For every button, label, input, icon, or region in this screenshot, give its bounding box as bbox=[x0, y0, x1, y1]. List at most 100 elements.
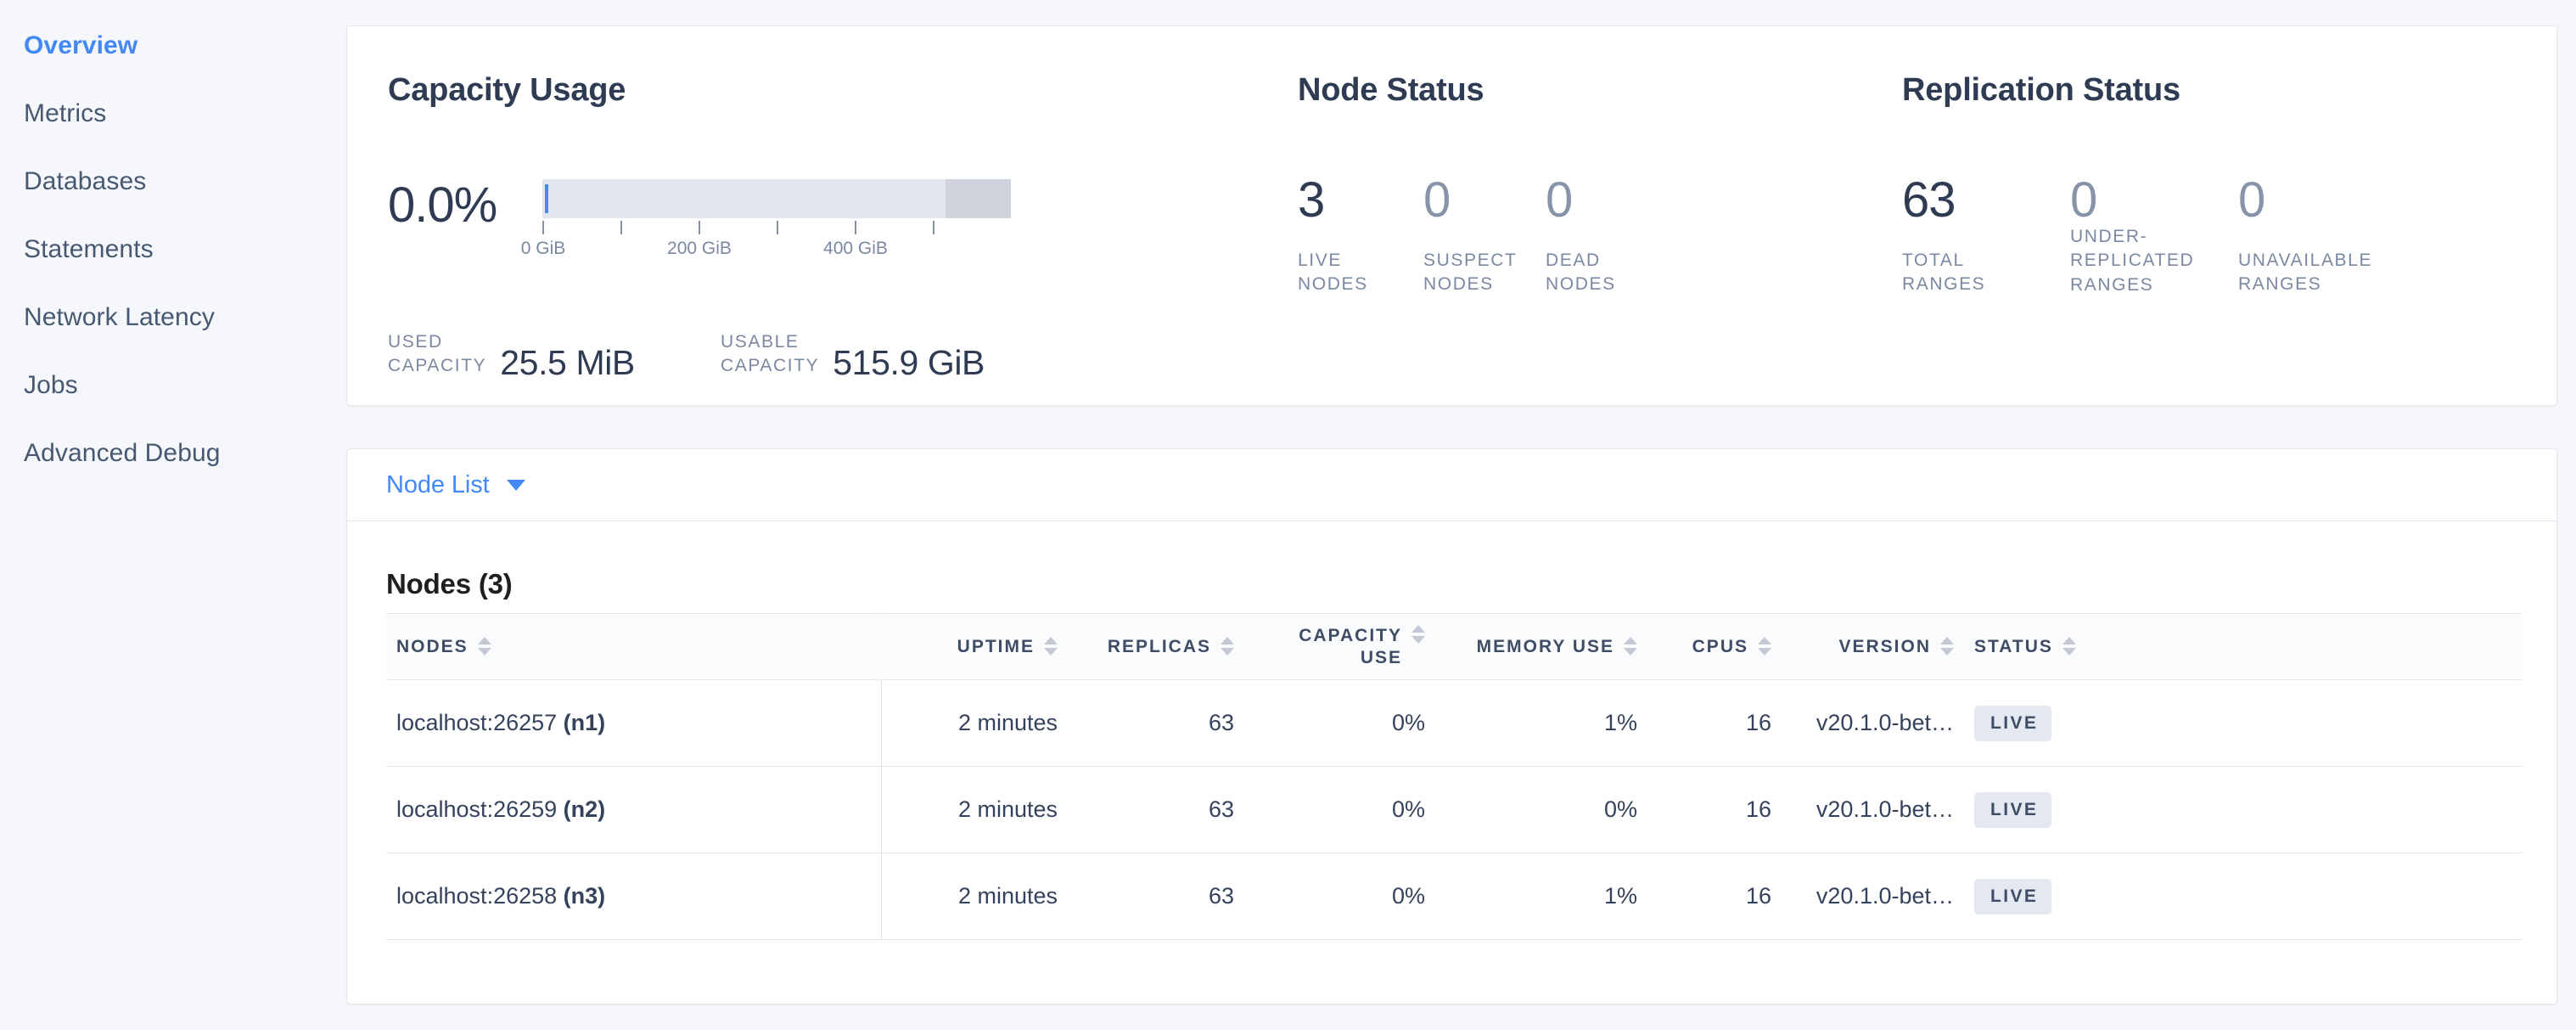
capacity-use-cell: 0% bbox=[1391, 796, 1425, 822]
node-status-title: Node Status bbox=[1298, 72, 1484, 108]
column-header-label: UPTIME bbox=[957, 636, 1035, 656]
node-address-cell: localhost:26259 (n2) bbox=[386, 766, 882, 853]
column-header-uptime[interactable]: UPTIME bbox=[881, 614, 1068, 680]
under-replicated-ranges-label: UNDER- REPLICATED RANGES bbox=[2070, 227, 2195, 295]
sidebar-item-metrics[interactable]: Metrics bbox=[0, 80, 346, 148]
sidebar-item-label: Advanced Debug bbox=[24, 439, 221, 467]
uptime-cell: 2 minutes bbox=[957, 883, 1058, 909]
node-list-dropdown-label: Node List bbox=[386, 470, 490, 498]
sidebar-item-network-latency[interactable]: Network Latency bbox=[0, 284, 346, 352]
total-ranges-value: 63 bbox=[1902, 172, 1956, 228]
sort-icon[interactable] bbox=[1044, 637, 1058, 656]
column-header-replicas[interactable]: REPLICAS bbox=[1068, 614, 1244, 680]
capacity-use-cell: 0% bbox=[1391, 883, 1425, 909]
node-host: localhost:26258 bbox=[396, 883, 558, 909]
column-header-label: CAPACITY USE bbox=[1299, 625, 1402, 667]
node-list-dropdown[interactable]: Node List bbox=[386, 471, 525, 499]
capacity-use-cell: 0% bbox=[1391, 710, 1425, 735]
axis-tick-label: 200 GiB bbox=[667, 239, 732, 258]
node-id: (n2) bbox=[563, 796, 606, 822]
sort-icon[interactable] bbox=[1940, 637, 1954, 656]
capacity-usage-title: Capacity Usage bbox=[388, 72, 626, 108]
uptime-cell: 2 minutes bbox=[957, 710, 1058, 735]
axis-tick-label: 400 GiB bbox=[823, 239, 888, 258]
axis-tick-label: 0 GiB bbox=[520, 239, 566, 258]
replicas-cell: 63 bbox=[1208, 796, 1234, 822]
status-badge: LIVE bbox=[1974, 791, 2052, 828]
status-badge: LIVE bbox=[1974, 878, 2052, 915]
used-capacity-value: 25.5 MiB bbox=[500, 343, 635, 383]
total-ranges-label: TOTAL RANGES bbox=[1902, 250, 1986, 295]
replication-status-title: Replication Status bbox=[1902, 72, 2180, 108]
replicas-cell: 63 bbox=[1208, 710, 1234, 735]
node-host: localhost:26257 bbox=[396, 710, 558, 735]
suspect-nodes-value: 0 bbox=[1423, 172, 1451, 228]
cpus-cell: 16 bbox=[1745, 796, 1771, 822]
sidebar-item-jobs[interactable]: Jobs bbox=[0, 352, 346, 419]
sidebar-item-label: Metrics bbox=[24, 99, 107, 127]
node-id: (n3) bbox=[563, 883, 606, 909]
sidebar-item-overview[interactable]: Overview bbox=[0, 12, 346, 80]
sidebar-item-label: Overview bbox=[24, 31, 138, 59]
sort-icon[interactable] bbox=[1411, 624, 1425, 644]
column-header-nodes[interactable]: NODES bbox=[386, 614, 881, 680]
column-header-version[interactable]: VERSION bbox=[1782, 614, 1964, 680]
table-row[interactable]: localhost:26258 (n3) 2 minutes 63 0% 1% … bbox=[386, 853, 2522, 940]
column-header-label: VERSION bbox=[1838, 636, 1931, 656]
column-header-label: REPLICAS bbox=[1107, 636, 1211, 656]
cpus-cell: 16 bbox=[1745, 883, 1771, 909]
capacity-axis-tick-labels: 0 GiB 200 GiB 400 GiB bbox=[521, 239, 1011, 262]
node-address-cell: localhost:26258 (n3) bbox=[386, 853, 882, 940]
suspect-nodes-label: SUSPECT NODES bbox=[1423, 250, 1518, 295]
nodes-table: NODES UPTIME bbox=[386, 613, 2522, 940]
column-header-memory-use[interactable]: MEMORY USE bbox=[1435, 614, 1647, 680]
sidebar-item-label: Jobs bbox=[24, 371, 78, 399]
status-cell: LIVE bbox=[1964, 767, 2522, 853]
under-replicated-ranges-value: 0 bbox=[2070, 172, 2097, 228]
column-header-cpus[interactable]: CPUS bbox=[1647, 614, 1782, 680]
usable-capacity-stat: USABLE CAPACITY 515.9 GiB bbox=[721, 330, 985, 380]
node-host: localhost:26259 bbox=[396, 796, 558, 822]
cluster-summary-card: Capacity Usage 0.0% 0 GiB 200 GiB 400 GiB … bbox=[346, 25, 2557, 406]
capacity-axis-ticks bbox=[542, 221, 1011, 238]
capacity-usage-percent: 0.0% bbox=[388, 177, 497, 233]
sidebar-item-label: Databases bbox=[24, 167, 147, 195]
live-nodes-label: LIVE NODES bbox=[1298, 250, 1368, 295]
axis-tick bbox=[777, 221, 778, 234]
axis-tick bbox=[620, 221, 622, 234]
used-capacity-label: USED CAPACITY bbox=[388, 332, 487, 375]
node-address-cell: localhost:26257 (n1) bbox=[386, 679, 882, 767]
dead-nodes-label: DEAD NODES bbox=[1546, 250, 1616, 295]
sidebar-item-databases[interactable]: Databases bbox=[0, 148, 346, 216]
sidebar-item-statements[interactable]: Statements bbox=[0, 216, 346, 284]
status-cell: LIVE bbox=[1964, 680, 2522, 767]
table-row[interactable]: localhost:26257 (n1) 2 minutes 63 0% 1% … bbox=[386, 679, 2522, 767]
sidebar-item-label: Network Latency bbox=[24, 303, 215, 331]
column-header-capacity-use[interactable]: CAPACITY USE bbox=[1244, 614, 1435, 680]
table-row[interactable]: localhost:26259 (n2) 2 minutes 63 0% 0% … bbox=[386, 766, 2522, 853]
column-header-label: CPUS bbox=[1692, 636, 1748, 656]
cpus-cell: 16 bbox=[1745, 710, 1771, 735]
chevron-down-icon bbox=[506, 479, 525, 491]
column-header-status[interactable]: STATUS bbox=[1964, 614, 2522, 680]
sort-icon[interactable] bbox=[1624, 637, 1637, 656]
sort-icon[interactable] bbox=[1221, 637, 1234, 656]
table-header-row: NODES UPTIME bbox=[386, 613, 2522, 680]
node-id: (n1) bbox=[563, 710, 606, 735]
sort-icon[interactable] bbox=[1758, 637, 1771, 656]
dead-nodes-value: 0 bbox=[1546, 172, 1573, 228]
status-badge: LIVE bbox=[1974, 705, 2052, 741]
nodes-count-heading: Nodes (3) bbox=[386, 568, 513, 599]
axis-tick bbox=[542, 221, 544, 234]
used-capacity-stat: USED CAPACITY 25.5 MiB bbox=[388, 330, 635, 380]
total-ranges-stat: 63 TOTAL RANGES bbox=[1902, 172, 1984, 295]
column-header-label: NODES bbox=[396, 636, 469, 656]
sidebar-item-label: Statements bbox=[24, 235, 154, 263]
status-cell: LIVE bbox=[1964, 853, 2522, 940]
sort-icon[interactable] bbox=[2062, 637, 2076, 656]
unavailable-ranges-value: 0 bbox=[2238, 172, 2265, 228]
sidebar-item-advanced-debug[interactable]: Advanced Debug bbox=[0, 419, 346, 487]
sort-icon[interactable] bbox=[477, 637, 491, 656]
unavailable-ranges-label: UNAVAILABLE RANGES bbox=[2238, 250, 2373, 295]
